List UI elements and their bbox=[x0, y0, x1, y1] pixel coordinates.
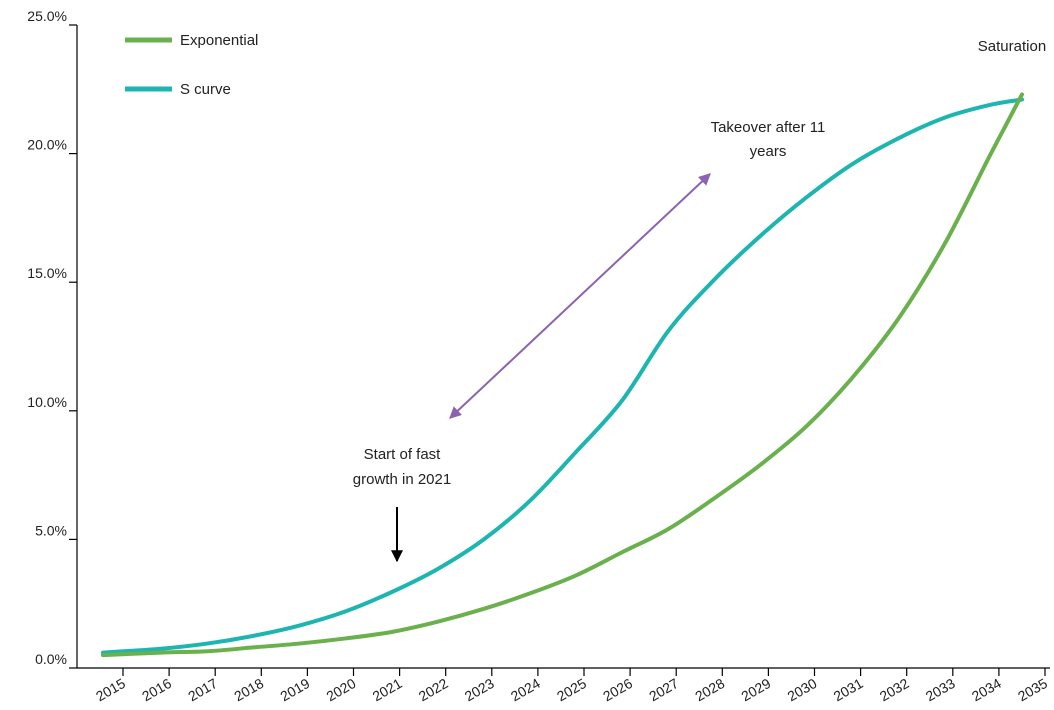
x-tick-label: 2021 bbox=[370, 675, 405, 705]
y-tick-label: 5.0% bbox=[35, 522, 67, 538]
legend-label-s-curve: S curve bbox=[180, 81, 231, 98]
y-tick-label: 0.0% bbox=[35, 651, 67, 667]
x-tick-label: 2023 bbox=[462, 675, 497, 705]
series-line-s-curve bbox=[101, 97, 1024, 655]
annotations: Saturation Takeover after 11 years Start… bbox=[353, 38, 1046, 563]
y-tick-label: 20.0% bbox=[27, 137, 67, 153]
x-tick-label: 2015 bbox=[93, 675, 128, 705]
legend-label-exponential: Exponential bbox=[180, 32, 258, 49]
x-tick-label: 2033 bbox=[923, 675, 958, 705]
x-tick-label: 2032 bbox=[877, 675, 912, 705]
x-tick-label: 2020 bbox=[324, 675, 359, 705]
annotation-start-line-2: growth in 2021 bbox=[353, 471, 451, 488]
y-tick-label: 25.0% bbox=[27, 8, 67, 24]
x-tick-label: 2019 bbox=[277, 675, 312, 705]
x-tick-label: 2028 bbox=[692, 675, 727, 705]
x-tick-label: 2035 bbox=[1015, 675, 1050, 705]
takeover-arrow bbox=[449, 173, 711, 419]
x-tick-label: 2016 bbox=[139, 675, 174, 705]
series-line-exponential bbox=[101, 92, 1024, 658]
x-tick-label: 2017 bbox=[185, 675, 220, 705]
series-layer bbox=[101, 92, 1024, 658]
x-tick-label: 2022 bbox=[416, 675, 451, 705]
x-tick-label: 2027 bbox=[646, 675, 681, 705]
axes: 0.0% 5.0% 10.0% 15.0% 20.0% 25.0% 2015 2016 2017… bbox=[27, 8, 1050, 704]
annotation-takeover-line-2: years bbox=[750, 143, 787, 160]
legend: Exponential S curve bbox=[125, 32, 258, 98]
annotation-start-line-1: Start of fast bbox=[364, 446, 442, 463]
x-tick-label: 2030 bbox=[785, 675, 820, 705]
annotation-takeover-line-1: Takeover after 11 bbox=[711, 119, 826, 136]
annotation-saturation: Saturation bbox=[978, 38, 1046, 55]
x-tick-label: 2018 bbox=[231, 675, 266, 705]
x-tick-label: 2031 bbox=[831, 675, 866, 705]
y-tick-label: 10.0% bbox=[27, 394, 67, 410]
x-tick-label: 2034 bbox=[969, 675, 1004, 705]
x-tick-label: 2029 bbox=[738, 675, 773, 705]
y-tick-label: 15.0% bbox=[27, 265, 67, 281]
x-tick-label: 2024 bbox=[508, 675, 543, 705]
x-tick-label: 2026 bbox=[600, 675, 635, 705]
x-tick-label: 2025 bbox=[554, 675, 589, 705]
